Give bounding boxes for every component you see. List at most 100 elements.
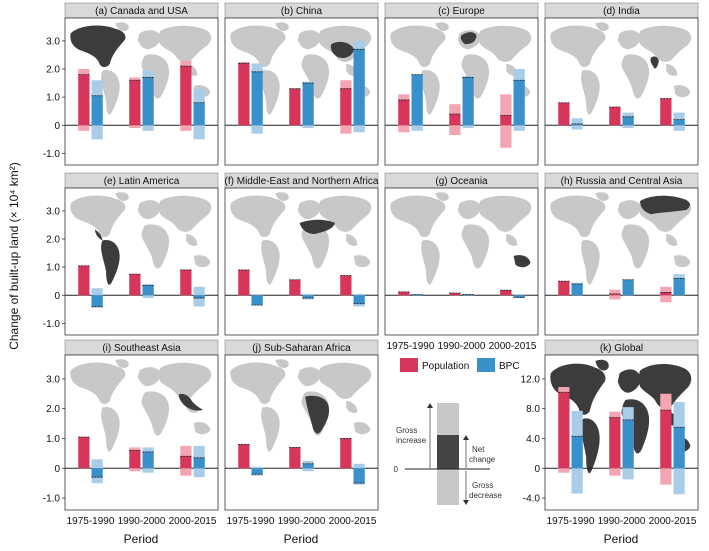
y-tick-label: 2.0: [46, 404, 60, 415]
world-map: [70, 359, 212, 452]
population-net-bar: [340, 438, 352, 469]
y-tick-label: 1.0: [46, 263, 60, 274]
net-change-label: Net: [472, 445, 485, 454]
y-tick-label: -1.0: [43, 319, 61, 330]
bpc-gross-increase-bar: [193, 445, 205, 469]
population-net-bar: [558, 281, 570, 296]
bpc-net-bar: [142, 451, 154, 469]
y-tick-label: 0: [54, 121, 60, 132]
bpc-net-bar: [622, 419, 634, 469]
highlighted-region: [94, 229, 120, 285]
bpc-net-bar: [411, 294, 423, 296]
bpc-net-bar: [411, 74, 423, 126]
bpc-net-bar: [353, 295, 365, 304]
gross-increase-label: Gross: [396, 426, 417, 435]
bpc-gross-decrease-bar: [571, 468, 583, 494]
y-tick-label: 1.0: [46, 93, 60, 104]
bpc-gross-increase-bar: [251, 466, 263, 469]
world-map: [390, 192, 532, 285]
x-axis-label: Period: [284, 532, 319, 546]
population-net-bar: [180, 456, 192, 469]
bpc-gross-decrease-bar: [193, 468, 205, 478]
population-gross-decrease-bar: [129, 125, 141, 129]
bpc-net-bar: [193, 102, 205, 126]
legend-label-bpc: BPC: [499, 361, 520, 372]
population-net-bar: [660, 410, 672, 469]
panel-5: (e) Latin America 3.0 2.0 1.0 0 -1.0: [43, 172, 219, 336]
bpc-net-bar: [622, 116, 634, 126]
population-net-bar: [238, 63, 250, 126]
panel-11: (k) Global 12.0 8.0 4.0 0 -4.0 1975-1990 1990-2…: [521, 339, 699, 527]
bpc-gross-increase-bar: [91, 459, 103, 469]
x-axis-label: Period: [124, 532, 159, 546]
population-net-bar: [238, 444, 250, 469]
population-net-bar: [398, 291, 410, 296]
bpc-net-bar: [513, 295, 525, 298]
bpc-gross-decrease-bar: [302, 468, 314, 472]
bpc-gross-decrease-bar: [193, 125, 205, 140]
bpc-gross-decrease-bar: [302, 125, 314, 129]
panel-8: (h) Russia and Central Asia: [544, 172, 699, 336]
panel-title: (a) Canada and USA: [95, 6, 188, 17]
population-net-bar: [180, 269, 192, 296]
x-tick-label: 1975-1990: [387, 341, 435, 352]
bpc-net-bar: [571, 123, 583, 126]
population-net-bar: [129, 450, 141, 469]
bpc-net-bar: [91, 295, 103, 307]
bpc-net-bar: [302, 463, 314, 469]
y-tick-label: 0: [54, 291, 60, 302]
bpc-gross-increase-bar: [353, 463, 365, 469]
population-gross-decrease-bar: [500, 125, 512, 148]
bpc-net-bar: [251, 468, 263, 475]
bpc-gross-decrease-bar: [91, 125, 103, 140]
population-gross-decrease-bar: [78, 125, 90, 131]
highlighted-region: [70, 25, 126, 68]
bpc-gross-increase-bar: [91, 288, 103, 296]
highlighted-region: [513, 255, 531, 268]
bpc-net-bar: [571, 284, 583, 296]
population-net-bar: [398, 99, 410, 126]
x-tick-label: 2000-2015: [169, 516, 217, 527]
bpc-gross-increase-bar: [302, 293, 314, 296]
population-net-bar: [129, 80, 141, 126]
bpc-net-bar: [193, 295, 205, 299]
panel-title: (k) Global: [600, 343, 643, 354]
world-map: [230, 192, 372, 285]
bpc-net-bar: [622, 279, 634, 296]
population-net-bar: [558, 392, 570, 469]
panel-4: (d) India: [544, 2, 699, 166]
bpc-gross-decrease-bar: [622, 125, 634, 129]
population-net-bar: [609, 417, 621, 469]
panel-2: (b) China: [224, 2, 379, 166]
highlighted-region: [640, 195, 690, 215]
gross-decrease-label-2: decrease: [469, 491, 502, 500]
bpc-net-bar: [353, 49, 365, 126]
y-tick-label: 0: [54, 464, 60, 475]
population-net-bar: [238, 269, 250, 296]
bpc-net-bar: [571, 436, 583, 469]
x-tick-label: 1990-2000: [598, 516, 646, 527]
y-tick-label: 2.0: [46, 235, 60, 246]
bpc-net-bar: [673, 119, 685, 126]
world-map: [550, 22, 692, 115]
net-change-label-2: change: [469, 455, 496, 464]
world-map: [550, 192, 692, 285]
y-tick-label: 3.0: [46, 374, 60, 385]
bpc-net-bar: [302, 83, 314, 126]
panel-3: (c) Europe: [384, 2, 539, 166]
gross-decrease-label: Gross: [472, 481, 493, 490]
panel-title: (e) Latin America: [104, 176, 180, 187]
population-net-bar: [340, 275, 352, 296]
population-gross-decrease-bar: [609, 295, 621, 300]
y-tick-label: 0: [534, 464, 540, 475]
bpc-gross-decrease-bar: [193, 295, 205, 307]
bpc-gross-increase-bar: [673, 112, 685, 126]
x-tick-label: 2000-2015: [329, 516, 377, 527]
population-gross-decrease-bar: [609, 468, 621, 476]
bpc-gross-decrease-bar: [353, 125, 365, 133]
population-net-bar: [78, 265, 90, 296]
bpc-net-bar: [91, 468, 103, 478]
legend-swatch-population: [400, 358, 418, 372]
bpc-gross-decrease-bar: [142, 125, 154, 131]
